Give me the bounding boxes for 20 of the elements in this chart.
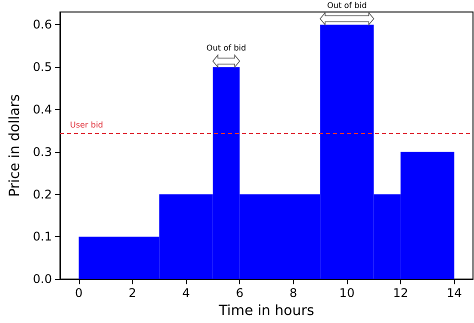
x-tick-label: 4 [182, 286, 190, 300]
x-tick-label: 8 [289, 286, 298, 300]
y-tick-label: 0.0 [32, 272, 52, 286]
ref-line-label: User bid [70, 120, 104, 130]
y-tick-label: 0.1 [32, 230, 52, 244]
y-tick-label: 0.6 [32, 18, 52, 32]
x-tick-label: 0 [74, 286, 83, 300]
x-axis-title: Time in hours [218, 303, 314, 319]
y-tick-label: 0.2 [32, 187, 52, 202]
y-tick-label: 0.4 [32, 102, 52, 117]
x-tick-label: 10 [339, 286, 355, 300]
x-tick-label: 2 [128, 286, 136, 300]
annotation: Out of bid [327, 1, 367, 10]
y-tick-label: 0.5 [32, 60, 52, 74]
annotation: Out of bid [206, 44, 246, 53]
y-tick-label: 0.3 [32, 144, 52, 159]
x-tick-label: 12 [392, 286, 408, 300]
x-tick-label: 6 [236, 286, 244, 300]
x-tick-label: 14 [446, 286, 462, 300]
y-axis-title: Price in dollars [7, 94, 23, 197]
